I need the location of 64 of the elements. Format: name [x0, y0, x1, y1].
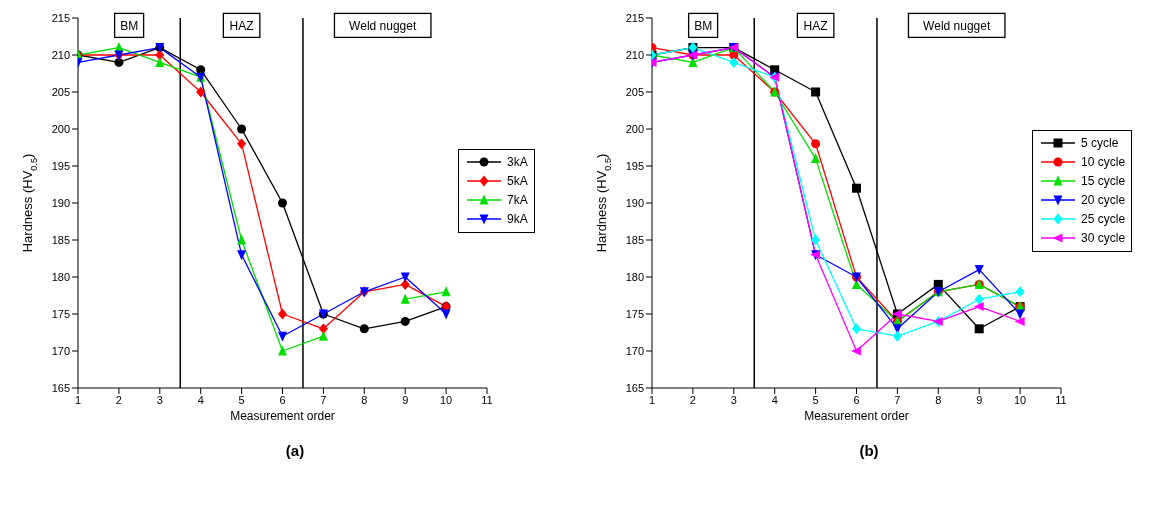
annotation: HAZ	[803, 18, 828, 33]
annotation: HAZ	[229, 18, 254, 33]
x-tick-label: 1	[74, 393, 82, 406]
y-tick-label: 190	[51, 196, 70, 209]
y-tick-label: 210	[51, 48, 70, 61]
y-tick-label: 200	[625, 122, 644, 135]
x-tick-label: 3	[156, 393, 163, 406]
y-tick-label: 195	[51, 159, 70, 172]
x-tick-label: 4	[771, 393, 778, 406]
x-tick-label: 8	[935, 393, 942, 406]
legend-label: 20 cycle	[1081, 193, 1126, 208]
y-tick-label: 170	[51, 344, 70, 357]
y-tick-label: 175	[51, 307, 70, 320]
y-tick-label: 205	[51, 85, 70, 98]
y-tick-label: 165	[51, 381, 70, 394]
y-tick-label: 185	[51, 233, 70, 246]
legend-label: 5kA	[507, 174, 528, 189]
x-tick-label: 9	[402, 393, 409, 406]
y-tick-label: 210	[625, 48, 644, 61]
x-tick-label: 4	[197, 393, 204, 406]
x-tick-label: 2	[689, 393, 696, 406]
y-tick-label: 180	[51, 270, 70, 283]
y-tick-label: 165	[625, 381, 644, 394]
legend-label: 10 cycle	[1081, 155, 1126, 170]
y-tick-label: 195	[625, 159, 644, 172]
y-tick-label: 170	[625, 344, 644, 357]
x-tick-label: 7	[320, 393, 327, 406]
x-tick-label: 5	[812, 393, 819, 406]
annotation: BM	[120, 18, 139, 33]
x-tick-label: 8	[361, 393, 368, 406]
x-tick-label: 5	[238, 393, 245, 406]
legend-label: 5 cycle	[1081, 136, 1119, 151]
legend-label: 7kA	[507, 193, 528, 208]
x-tick-label: 3	[730, 393, 737, 406]
annotation: Weld nugget	[923, 18, 991, 33]
legend-label: 30 cycle	[1081, 231, 1126, 246]
y-tick-label: 200	[51, 122, 70, 135]
x-tick-label: 7	[894, 393, 901, 406]
legend-label: 9kA	[507, 212, 528, 227]
y-tick-label: 185	[625, 233, 644, 246]
text: (a)	[284, 442, 306, 459]
x-tick-label: 1	[648, 393, 656, 406]
y-tick-label: 215	[51, 11, 70, 24]
annotation: Weld nugget	[349, 18, 417, 33]
x-tick-label: 10	[1013, 393, 1027, 406]
y-tick-label: 205	[625, 85, 644, 98]
legend-label: 15 cycle	[1081, 174, 1126, 189]
y-tick-label: 190	[625, 196, 644, 209]
y-tick-label: 180	[625, 270, 644, 283]
x-tick-label: 11	[481, 393, 493, 406]
annotation: BM	[694, 18, 713, 33]
x-tick-label: 6	[853, 393, 860, 406]
x-tick-label: 2	[115, 393, 122, 406]
y-tick-label: 175	[625, 307, 644, 320]
x-axis-title: Measurement order	[230, 409, 335, 423]
text: (b)	[858, 442, 880, 459]
x-axis-title: Measurement order	[804, 409, 909, 423]
x-tick-label: 9	[976, 393, 983, 406]
x-tick-label: 10	[439, 393, 453, 406]
legend-label: 3kA	[507, 155, 528, 170]
x-tick-label: 11	[1055, 393, 1067, 406]
legend-label: 25 cycle	[1081, 212, 1126, 227]
y-tick-label: 215	[625, 11, 644, 24]
x-tick-label: 6	[279, 393, 286, 406]
